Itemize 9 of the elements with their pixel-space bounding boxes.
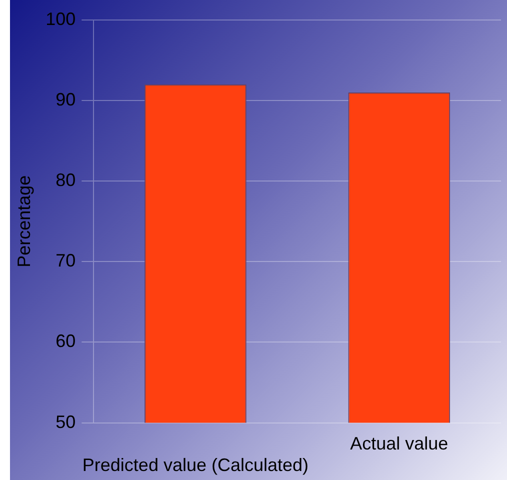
y-tick-label: 100	[46, 8, 76, 29]
y-axis-title: Percentage	[14, 175, 34, 268]
x-tick-label: Predicted value (Calculated)	[82, 455, 309, 476]
y-tick-label: 60	[56, 331, 76, 352]
x-tick-label: Actual value	[350, 434, 448, 454]
y-tick-label: 50	[56, 412, 76, 432]
y-tick-label: 80	[56, 170, 76, 190]
y-tick-label: 90	[56, 90, 76, 110]
y-tick-label: 70	[56, 250, 76, 271]
